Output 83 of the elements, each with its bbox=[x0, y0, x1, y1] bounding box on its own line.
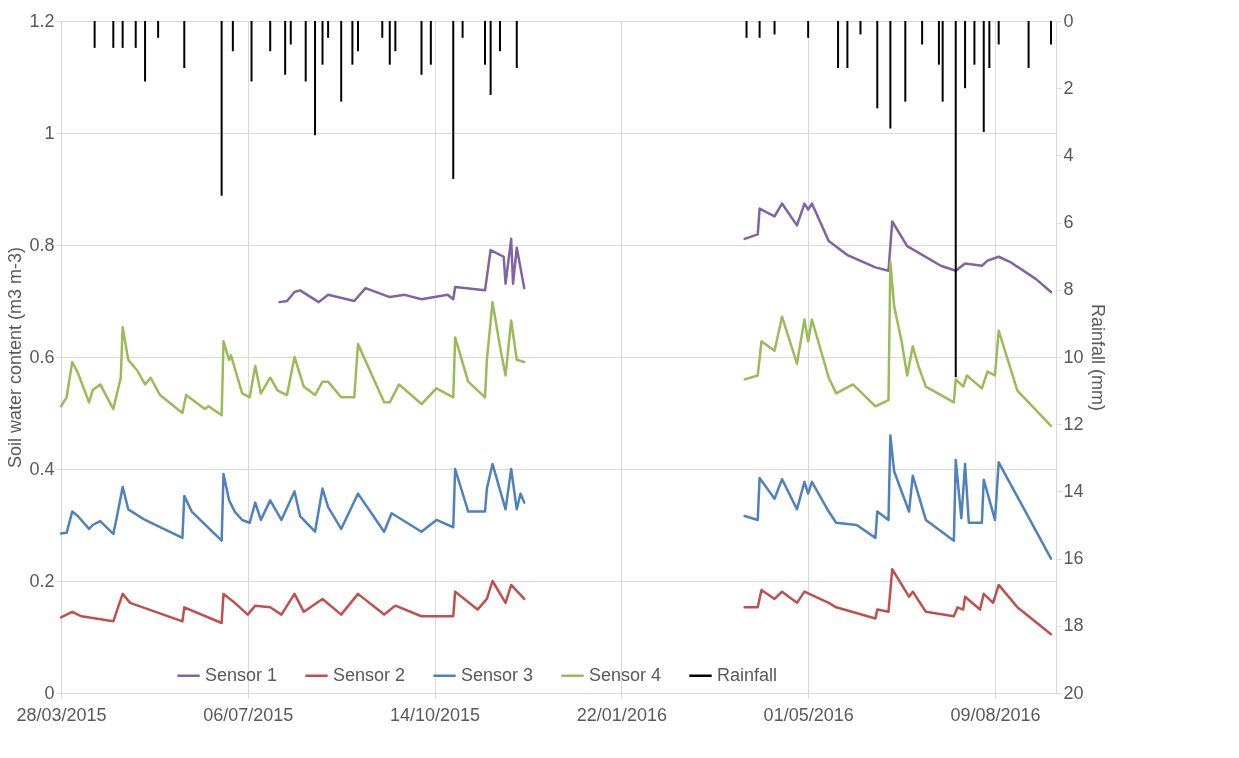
bar bbox=[973, 21, 976, 65]
x-tick-label: 14/10/2015 bbox=[390, 704, 481, 725]
bar bbox=[134, 21, 137, 48]
bar bbox=[484, 21, 487, 65]
x-tick-label: 06/07/2015 bbox=[203, 704, 294, 725]
bar bbox=[314, 21, 317, 136]
legend-label: Sensor 2 bbox=[333, 664, 406, 685]
y-tick-label: 0.4 bbox=[29, 458, 55, 479]
bar bbox=[889, 21, 892, 129]
bar bbox=[988, 21, 991, 69]
bar bbox=[773, 21, 776, 35]
bar bbox=[954, 21, 957, 378]
y2-tick-label: 16 bbox=[1063, 548, 1084, 569]
y2-tick-label: 4 bbox=[1063, 144, 1074, 165]
bar bbox=[429, 21, 432, 65]
bar bbox=[93, 21, 96, 48]
bar bbox=[982, 21, 985, 132]
y2-tick-label: 20 bbox=[1063, 682, 1084, 703]
bar bbox=[340, 21, 343, 102]
bar bbox=[921, 21, 924, 45]
bar bbox=[758, 21, 761, 38]
y2-tick-label: 10 bbox=[1063, 346, 1084, 367]
bar bbox=[515, 21, 518, 69]
bar bbox=[304, 21, 307, 82]
bar bbox=[452, 21, 455, 179]
bar bbox=[381, 21, 384, 38]
y2-tick-label: 0 bbox=[1063, 10, 1074, 31]
bar bbox=[837, 21, 840, 69]
bar bbox=[157, 21, 160, 38]
legend-label: Rainfall bbox=[717, 664, 778, 685]
bar bbox=[231, 21, 234, 52]
bar bbox=[394, 21, 397, 52]
bar bbox=[498, 21, 501, 52]
y2-tick-label: 6 bbox=[1063, 212, 1074, 233]
y-tick-label: 1 bbox=[44, 122, 55, 143]
y-tick-label: 0.2 bbox=[29, 570, 55, 591]
bar bbox=[964, 21, 967, 89]
bar bbox=[351, 21, 354, 65]
y2-axis-title: Rainfall (mm) bbox=[1087, 303, 1108, 412]
y2-tick-label: 2 bbox=[1063, 77, 1074, 98]
y-tick-label: 1.2 bbox=[29, 10, 55, 31]
x-tick-label: 01/05/2016 bbox=[763, 704, 854, 725]
y2-tick-label: 12 bbox=[1063, 413, 1084, 434]
y-axis-title: Soil water content (m3 m-3) bbox=[5, 246, 26, 469]
bar bbox=[144, 21, 147, 82]
x-tick-label: 28/03/2015 bbox=[16, 704, 107, 725]
bar bbox=[1027, 21, 1030, 69]
bar bbox=[745, 21, 748, 38]
bar bbox=[327, 21, 330, 38]
bar bbox=[112, 21, 115, 48]
bar bbox=[997, 21, 1000, 45]
x-tick-label: 22/01/2016 bbox=[576, 704, 667, 725]
bar bbox=[420, 21, 423, 75]
y2-tick-label: 18 bbox=[1063, 615, 1084, 636]
bar bbox=[937, 21, 940, 65]
bar bbox=[357, 21, 359, 52]
bar bbox=[941, 21, 944, 102]
bar bbox=[807, 21, 810, 38]
bar bbox=[284, 21, 287, 75]
y2-tick-label: 14 bbox=[1063, 480, 1084, 501]
y-tick-label: 0.8 bbox=[29, 234, 55, 255]
bar bbox=[876, 21, 879, 109]
bar bbox=[489, 21, 492, 95]
bar bbox=[269, 21, 272, 52]
bar bbox=[250, 21, 253, 82]
bar bbox=[220, 21, 223, 196]
bar bbox=[121, 21, 124, 48]
legend-label: Sensor 4 bbox=[589, 664, 662, 685]
bar bbox=[846, 21, 849, 69]
y2-tick-label: 8 bbox=[1063, 279, 1074, 300]
bar bbox=[289, 21, 292, 45]
bar bbox=[1050, 21, 1052, 45]
legend-label: Sensor 3 bbox=[461, 664, 534, 685]
bar bbox=[859, 21, 862, 35]
y-tick-label: 0 bbox=[44, 682, 55, 703]
bar bbox=[183, 21, 186, 69]
bar bbox=[904, 21, 907, 102]
x-tick-label: 09/08/2016 bbox=[950, 704, 1041, 725]
legend-label: Sensor 1 bbox=[205, 664, 278, 685]
y-tick-label: 0.6 bbox=[29, 346, 55, 367]
bar bbox=[388, 21, 391, 65]
bar bbox=[321, 21, 324, 65]
bar bbox=[461, 21, 464, 38]
